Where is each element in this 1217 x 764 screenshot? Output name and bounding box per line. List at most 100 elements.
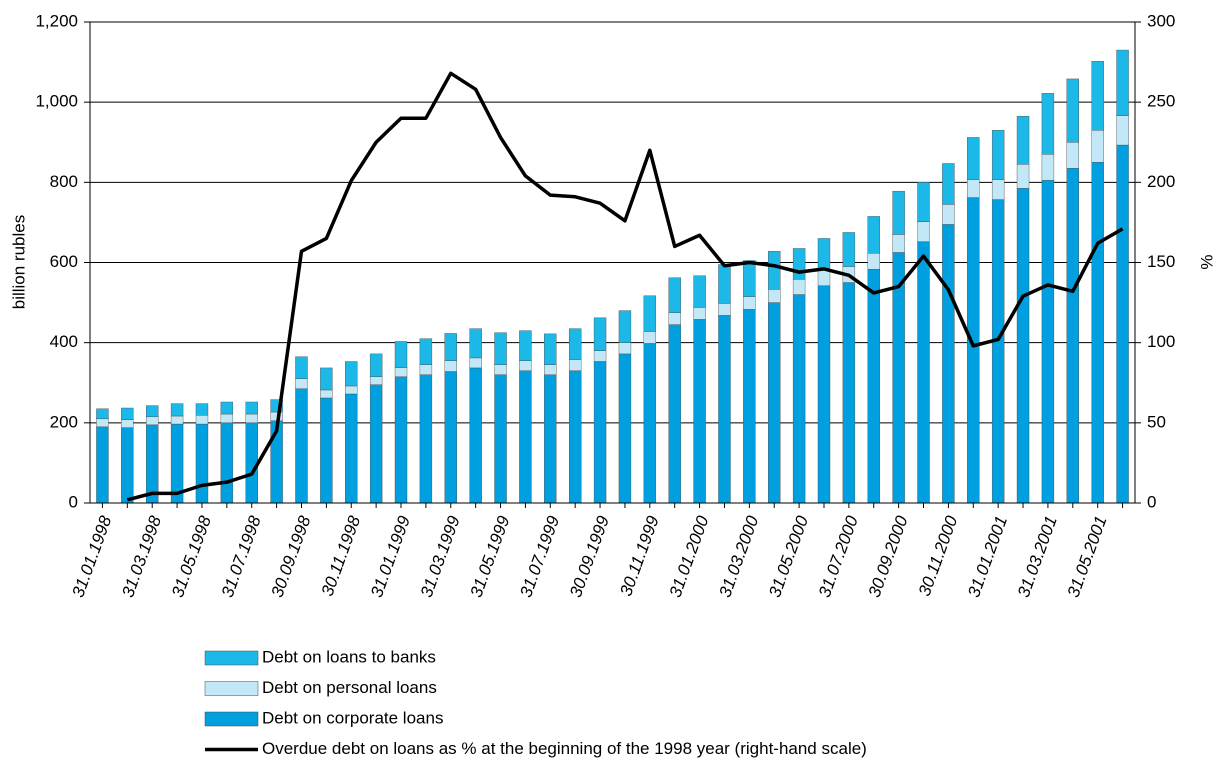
y2-tick-label: 250	[1147, 92, 1175, 111]
bar-segment	[743, 309, 756, 504]
bar-segment	[96, 418, 109, 428]
bar-segment	[96, 408, 109, 420]
bar-segment	[792, 294, 806, 504]
bar-segment	[519, 370, 532, 504]
bar-segment	[419, 338, 433, 365]
bar-segment	[718, 264, 731, 304]
x-tick-label: 30.11.2000	[915, 513, 962, 599]
bar-segment	[618, 342, 632, 355]
bar-segment	[444, 360, 457, 372]
bar-segment	[444, 371, 457, 504]
legend-label: Overdue debt on loans as % at the beginn…	[262, 739, 867, 758]
bar-segment	[718, 303, 731, 316]
bar-segment	[345, 385, 358, 395]
x-tick-label: 31.03.1999	[417, 513, 464, 600]
bar-segment	[917, 182, 930, 222]
bar-segment	[817, 269, 831, 286]
x-tick-label: 31.05.1998	[168, 513, 215, 600]
bar-segment	[643, 343, 657, 504]
bar-segment	[817, 285, 831, 504]
bar-segment	[394, 367, 408, 377]
y-tick-label: 400	[50, 332, 78, 351]
legend-label: Debt on loans to banks	[262, 647, 436, 666]
bar-segment	[693, 319, 706, 504]
bar-segment	[1016, 115, 1030, 165]
bar-segment	[768, 302, 781, 504]
x-tick-label: 31.05.2001	[1064, 513, 1111, 599]
bar-segment	[1116, 144, 1129, 504]
bar-segment	[121, 427, 134, 504]
bar-segment	[593, 361, 607, 504]
bar-segment	[220, 413, 234, 424]
bar-segment	[842, 282, 856, 504]
bar-segment	[295, 378, 308, 389]
bar-segment	[593, 350, 607, 362]
bar-segment	[369, 353, 383, 377]
bar-segment	[892, 190, 905, 235]
bar-segment	[1016, 164, 1030, 189]
y2-tick-label: 300	[1147, 11, 1175, 30]
y2-axis-label: %	[1197, 254, 1216, 269]
bar-segment	[146, 424, 159, 504]
bar-segment	[967, 197, 980, 504]
bar-segment	[867, 269, 880, 504]
x-tick-label: 31.03.1998	[118, 513, 165, 600]
bar-segment	[544, 364, 557, 375]
bar-segment	[618, 353, 632, 504]
bar-segment	[394, 376, 408, 504]
y2-tick-label: 50	[1147, 412, 1166, 431]
bar-segment	[643, 295, 657, 332]
bar-segment	[146, 416, 159, 426]
bar-segment	[345, 393, 358, 504]
bar-segment	[942, 224, 955, 504]
x-tick-label: 30.11.1998	[318, 513, 365, 599]
bar-segment	[942, 204, 955, 225]
bar-segment	[369, 376, 383, 385]
bar-segment	[1041, 154, 1055, 181]
bar-segment	[519, 360, 532, 371]
bar-segment	[618, 310, 632, 343]
bar-segment	[320, 389, 333, 399]
bar-segment	[991, 130, 1005, 180]
x-tick-label: 31.01.2001	[964, 513, 1011, 599]
bar-segment	[195, 423, 209, 504]
x-tick-label: 31.07.2000	[815, 513, 862, 600]
bar-segment	[1116, 49, 1129, 116]
x-tick-label: 30.09.1998	[268, 513, 315, 600]
bar-segment	[494, 374, 507, 504]
bar-segment	[469, 357, 482, 369]
bar-segment	[842, 232, 856, 267]
bar-segment	[544, 374, 557, 504]
x-tick-label: 30.09.2000	[865, 513, 912, 600]
bar-segment	[792, 279, 806, 295]
bar-segment	[991, 199, 1005, 504]
bar-segment	[1066, 78, 1079, 143]
bar-segment	[245, 413, 258, 424]
bar-segment	[817, 238, 831, 270]
bar-segment	[369, 384, 383, 504]
x-tick-label: 31.01.1999	[367, 513, 414, 600]
bar-segment	[444, 333, 457, 361]
bar-segment	[419, 374, 433, 504]
bar-segment	[967, 137, 980, 180]
y-tick-label: 1,000	[35, 92, 78, 111]
bar-segment	[568, 370, 582, 504]
bar-segment	[544, 333, 557, 365]
x-tick-label: 31.07.1998	[218, 513, 265, 600]
x-tick-label: 31.05.1999	[467, 513, 514, 600]
bar-segment	[768, 251, 781, 290]
bar-segment	[394, 341, 408, 368]
legend-swatch	[204, 650, 259, 666]
bar-segment	[295, 388, 308, 504]
bar-segment	[1091, 61, 1104, 131]
x-tick-label: 30.11.1999	[616, 513, 663, 599]
bar-segment	[469, 367, 482, 504]
bar-segment	[220, 401, 234, 415]
bar-segment	[195, 415, 209, 425]
y-tick-label: 600	[50, 252, 78, 271]
bar-segment	[96, 426, 109, 504]
bar-segment	[967, 179, 980, 198]
bar-segment	[743, 296, 756, 310]
bar-segment	[220, 422, 234, 504]
bar-segment	[419, 364, 433, 375]
